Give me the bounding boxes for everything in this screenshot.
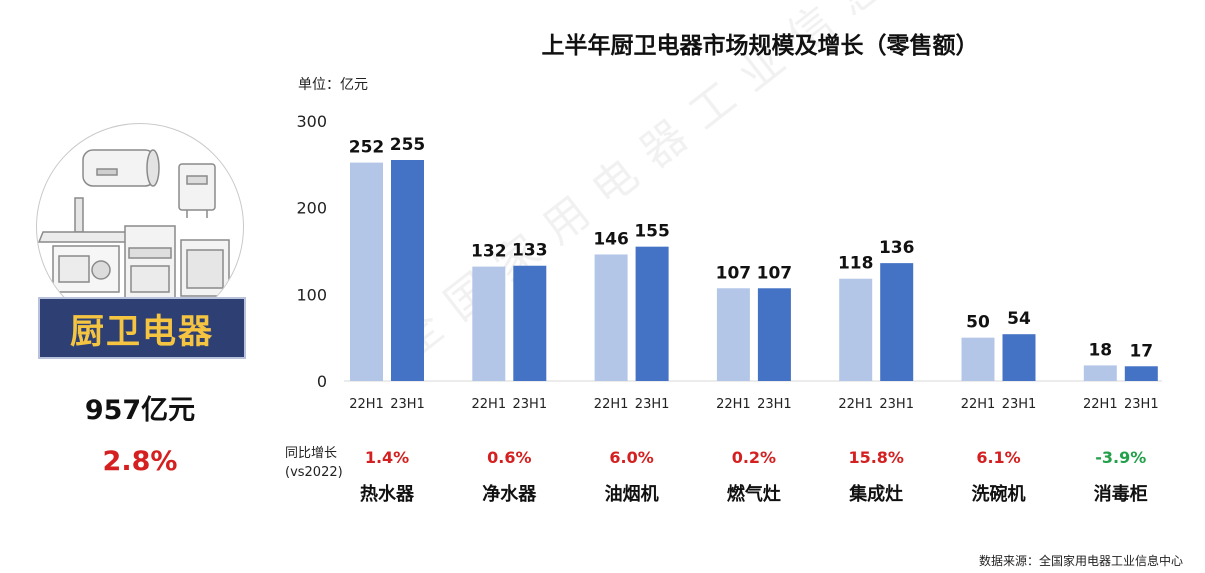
category-label: 热水器 [360,483,415,505]
total-growth: 2.8% [102,446,178,477]
bar-22H1 [1083,365,1117,381]
growth-label: 6.0% [609,448,653,467]
bar-23H1 [1124,366,1158,381]
data-label: 255 [390,135,426,155]
data-label: 18 [1088,340,1112,360]
gas-heater-icon [178,163,216,218]
y-tick-label: 100 [296,285,327,304]
growth-label: 15.8% [848,448,904,467]
data-label: 146 [593,229,629,249]
series-tick-label: 22H1 [838,397,873,412]
category-label: 集成灶 [848,483,903,505]
growth-label: 1.4% [365,448,409,467]
bar-23H1 [757,288,791,381]
series-tick-label: 23H1 [879,397,914,412]
series-tick-label: 22H1 [1083,397,1118,412]
bar-22H1 [350,162,383,381]
growth-label: -3.9% [1095,448,1146,467]
bar-23H1 [513,265,547,381]
bar-23H1 [1002,334,1036,381]
series-tick-label: 23H1 [1002,397,1037,412]
water-heater-icon [82,149,160,187]
series-tick-label: 23H1 [635,397,670,412]
data-source: 数据来源：全国家用电器工业信息中心 [978,554,1183,568]
y-tick-label: 0 [317,372,327,391]
category-label: 消毒柜 [1094,483,1148,505]
category-label: 洗碗机 [972,483,1026,505]
growth-header: 同比增长 [285,446,337,461]
y-tick-label: 300 [296,112,327,131]
series-tick-label: 23H1 [1124,397,1159,412]
bar-22H1 [716,288,750,381]
data-label: 54 [1007,309,1031,329]
bar-22H1 [472,266,506,381]
bar-23H1 [880,263,914,381]
category-label: 燃气灶 [727,483,781,505]
series-tick-label: 22H1 [961,397,996,412]
bar-22H1 [839,278,873,381]
series-tick-label: 23H1 [390,397,425,412]
growth-label: 6.1% [976,448,1020,467]
data-label: 132 [471,242,507,262]
series-tick-label: 22H1 [472,397,507,412]
appliance-illustration [36,123,244,331]
data-label: 107 [757,263,793,283]
series-tick-label: 22H1 [349,397,384,412]
data-label: 17 [1129,341,1153,361]
category-label: 油烟机 [605,483,659,505]
growth-label: 0.2% [732,448,776,467]
data-label: 133 [512,241,548,261]
bar-22H1 [594,254,628,381]
data-label: 136 [879,238,915,258]
series-tick-label: 23H1 [513,397,548,412]
data-label: 252 [349,138,385,158]
growth-label: 0.6% [487,448,531,467]
series-tick-label: 23H1 [757,397,792,412]
bar-23H1 [391,160,424,381]
category-label: 净水器 [482,483,537,505]
growth-header-sub: (vs2022) [285,465,343,480]
data-label: 107 [716,263,752,283]
oven-icon [52,245,120,293]
unit-label: 单位：亿元 [298,77,368,93]
integrated-stove-icon [124,225,176,299]
data-label: 155 [634,222,670,242]
dishwasher-icon [180,239,230,297]
series-tick-label: 22H1 [716,397,751,412]
total-value: 957亿元 [84,395,196,426]
category-banner: 厨卫电器 [38,297,246,359]
data-label: 50 [966,313,990,333]
left-panel: 厨卫电器 957亿元 2.8% [0,0,300,573]
y-tick-label: 200 [296,199,327,218]
bar-23H1 [635,246,669,381]
chart-title: 上半年厨卫电器市场规模及增长（零售额） [541,33,979,59]
series-tick-label: 22H1 [594,397,629,412]
data-label: 118 [838,254,874,274]
bar-22H1 [961,337,995,381]
